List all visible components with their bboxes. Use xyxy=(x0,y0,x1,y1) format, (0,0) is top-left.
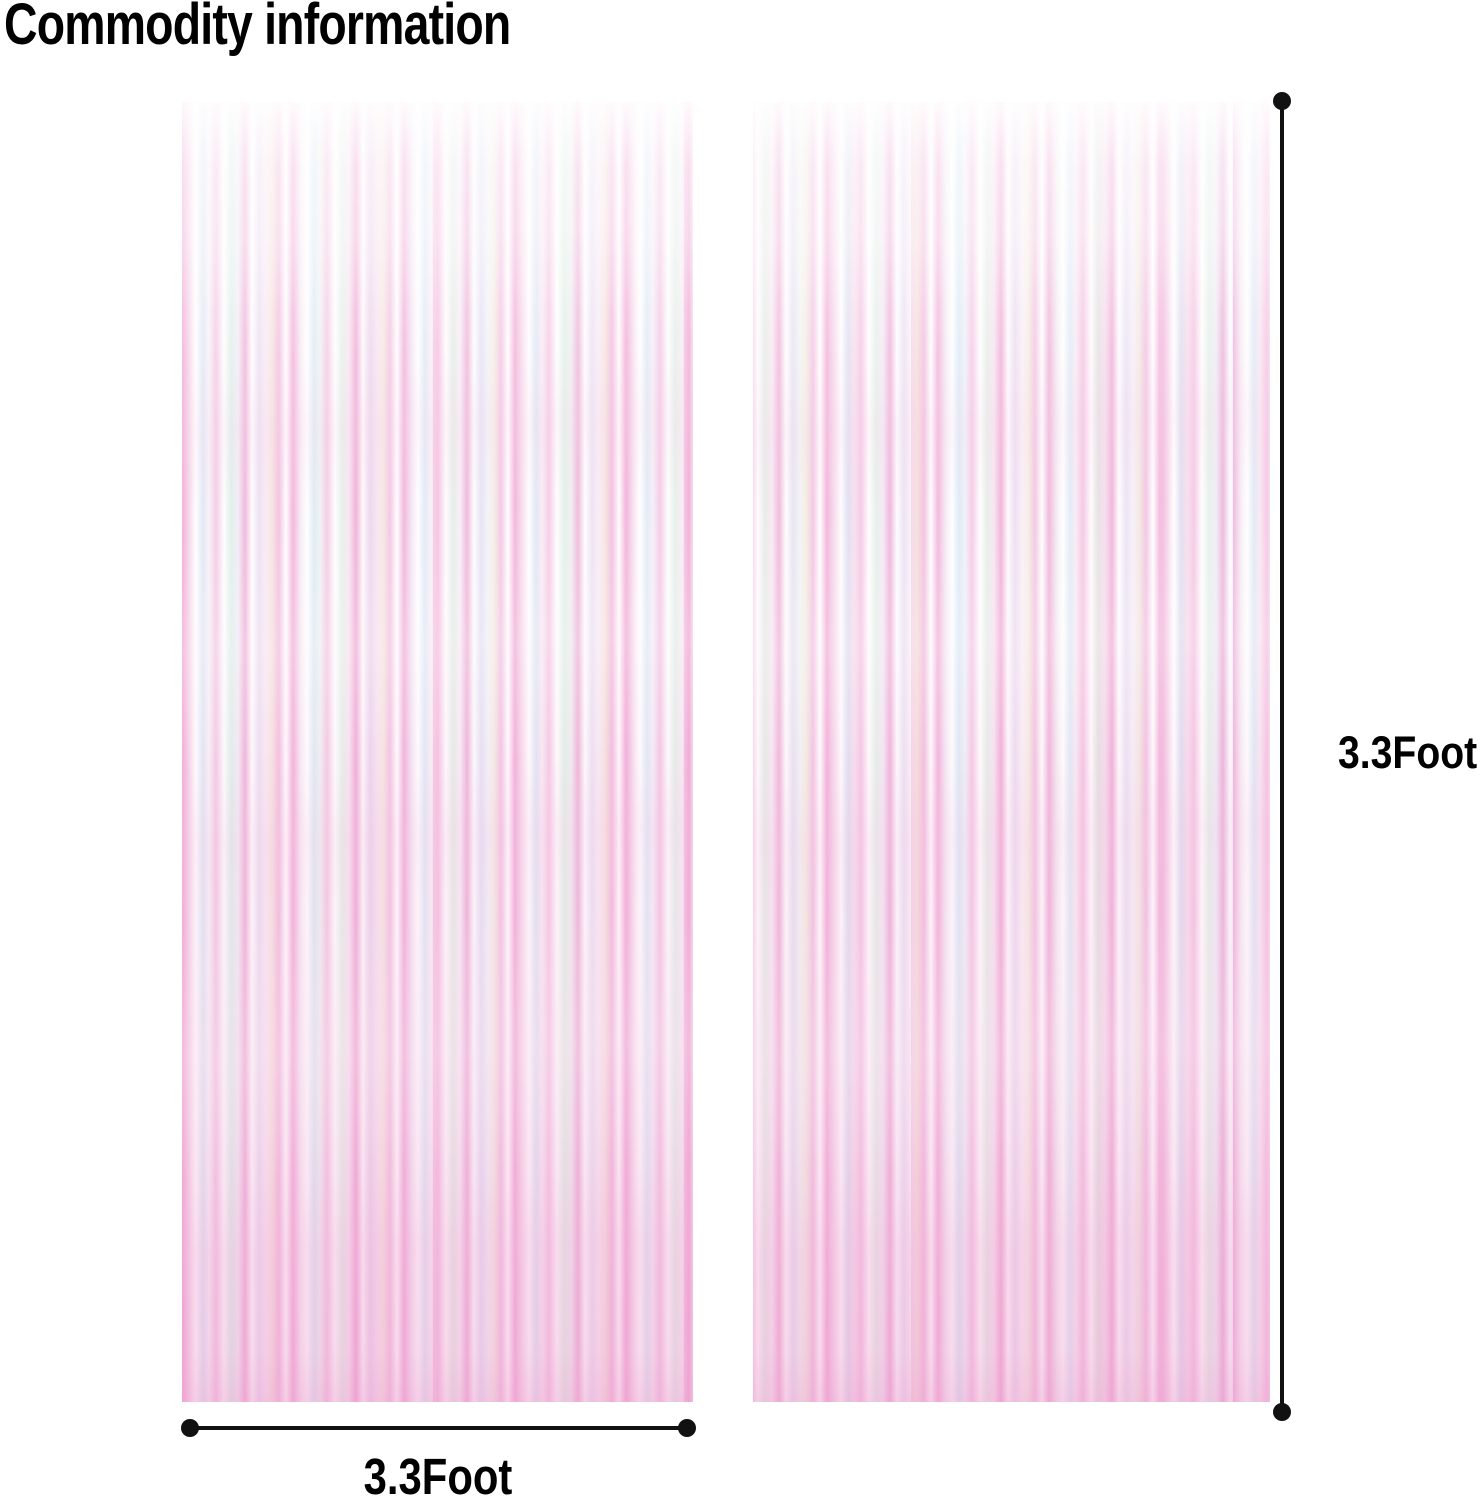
height-measure-endpoint-top-dot xyxy=(1273,92,1291,110)
width-dimension-label: 3.3Foot xyxy=(363,1448,513,1500)
page-title: Commodity information xyxy=(4,0,511,57)
height-dimension-label: 3.3Foot xyxy=(1338,727,1478,778)
width-measure-endpoint-right-dot xyxy=(678,1419,696,1437)
curtain-panel-left xyxy=(182,102,693,1402)
height-measure-line xyxy=(1280,101,1284,1412)
height-measure-endpoint-bottom-dot xyxy=(1273,1403,1291,1421)
width-measure-line xyxy=(190,1426,687,1430)
curtain-panel-right xyxy=(753,102,1270,1402)
width-measure-endpoint-left-dot xyxy=(181,1419,199,1437)
